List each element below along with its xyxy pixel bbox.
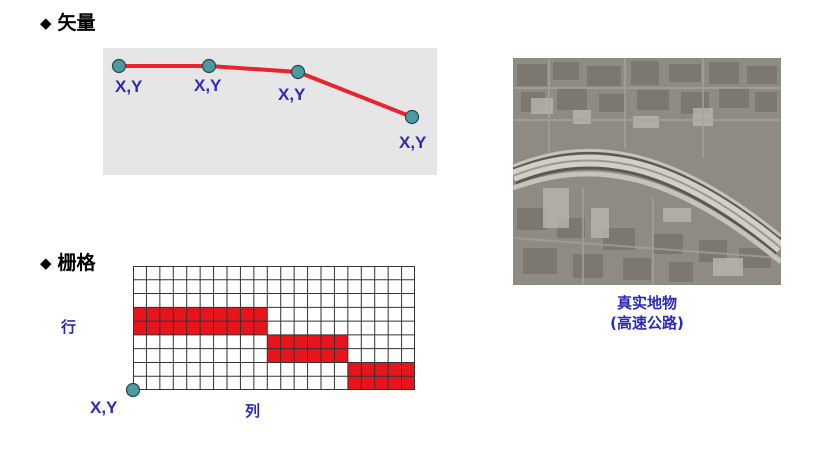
vector-node-1 <box>111 58 127 74</box>
vector-polyline <box>119 64 413 119</box>
vector-node-2 <box>201 58 217 74</box>
vector-node-3 <box>290 64 306 80</box>
photo-caption-line1: 真实地物 <box>616 294 677 312</box>
vector-heading-text: 矢量 <box>57 12 96 34</box>
diamond-bullet-icon: ◆ <box>40 254 52 272</box>
diamond-bullet-icon: ◆ <box>40 14 52 32</box>
raster-grid <box>133 266 415 390</box>
raster-filled-cells-5 <box>347 362 415 377</box>
raster-heading: ◆ 栅格 <box>40 248 96 275</box>
raster-filled-cells-6 <box>347 376 415 390</box>
vector-point-label-1: X,Y <box>115 77 143 96</box>
vector-point-label-2: X,Y <box>194 76 222 95</box>
vector-node-4 <box>404 109 420 125</box>
vector-point-label-3: X,Y <box>278 85 306 104</box>
aerial-photo-image <box>513 58 781 285</box>
column-label: 列 <box>245 402 261 420</box>
raster-origin-label: X,Y <box>90 398 118 417</box>
raster-heading-text: 栅格 <box>57 252 96 274</box>
photo-caption-line2: (高速公路) <box>610 314 684 332</box>
row-label: 行 <box>61 318 77 336</box>
vector-point-label-4: X,Y <box>399 133 427 152</box>
aerial-highway-photo <box>513 58 781 285</box>
photo-caption: 真实地物 (高速公路) <box>577 293 717 333</box>
vector-heading: ◆ 矢量 <box>40 8 96 35</box>
